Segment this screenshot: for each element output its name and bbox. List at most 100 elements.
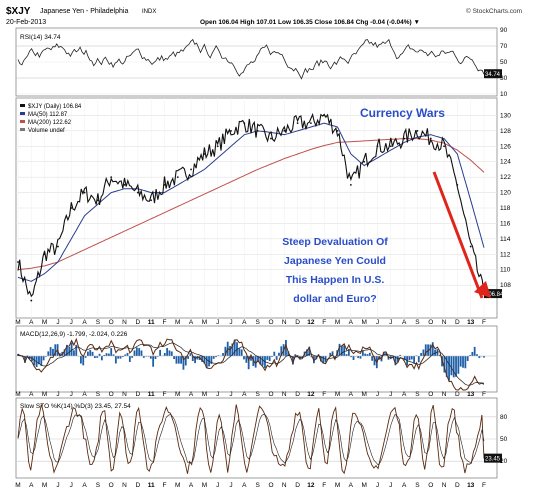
price-point [150,199,153,202]
x-tick-macd: J [229,391,232,398]
chart-date: 20-Feb-2013 [6,19,46,26]
price-point [416,129,419,132]
price-line [17,112,485,298]
x-tick-sto: J [229,482,232,489]
x-tick-price: O [268,319,273,326]
sto-last-box [484,453,502,463]
rsi-tick: 10 [500,91,508,98]
question-line: dollar and Euro? [293,293,376,305]
macd-bar [310,356,313,358]
rsi-tick: 30 [500,75,508,82]
x-tick-macd: M [42,391,47,398]
x-tick-sto: N [442,482,447,489]
macd-bar [345,354,348,356]
legend-swatch [20,112,25,115]
last-price-box [484,289,502,299]
macd-bar [82,356,85,366]
rsi-tick: 50 [500,59,508,66]
price-point [389,145,392,148]
macd-bar [175,356,178,364]
macd-bar [156,356,159,357]
devaluation-question: Steep Devaluation Of Japanese Yen Could Th… [282,236,388,305]
x-tick-sto: M [361,482,366,489]
x-tick-price: M [42,319,47,326]
x-tick-price: J [56,319,59,326]
macd-bar [191,356,194,362]
x-tick-sto: O [268,482,273,489]
x-tick-macd: O [428,391,433,398]
x-tick-macd: 13 [467,391,475,398]
price-points [17,114,485,302]
x-tick-sto: A [189,482,194,489]
macd-bar [457,356,460,374]
macd-bar [306,349,308,356]
macd-bar [445,356,448,378]
x-tick-sto: M [335,482,340,489]
x-axis-labels: MMMAAAMMMJJJJJJAAASSSOOONNNDDD111111FFFM… [15,319,486,489]
macd-bar [110,348,113,356]
x-tick-price: M [361,319,366,326]
x-tick-price: M [15,319,20,326]
trend-arrow-head [474,281,491,298]
x-tick-sto: M [15,482,20,489]
x-tick-macd: 11 [148,391,155,398]
macd-bar [152,356,155,367]
x-tick-price: A [402,319,407,326]
macd-bar [320,356,322,362]
macd-bar [203,356,206,364]
macd-bar [166,348,169,356]
macd-bar [40,356,43,366]
x-tick-price: A [189,319,194,326]
legend-swatch [20,128,25,131]
macd-bar [54,344,57,356]
x-tick-sto: S [96,482,101,489]
x-tick-sto: O [428,482,433,489]
macd-bar [93,356,96,359]
price-tick: 112 [500,251,511,258]
macd-bar [238,348,241,356]
price-tick: 108 [500,282,511,289]
x-tick-price: N [282,319,287,326]
x-tick-macd: J [56,391,59,398]
x-tick-price: M [175,319,180,326]
macd-bar [448,356,450,381]
x-tick-sto: 11 [148,482,155,489]
macd-bar [352,356,355,360]
x-tick-price: N [122,319,127,326]
x-tick-sto: J [216,482,219,489]
price-point [336,129,339,132]
macd-bar [476,354,478,356]
macd-bar [80,356,82,364]
macd-bar [331,351,334,356]
rsi-line [17,38,485,80]
macd-bar [52,348,54,356]
macd-bar [268,356,271,362]
x-tick-sto: F [482,482,486,489]
x-tick-price: D [295,319,300,326]
x-tick-price: S [415,319,420,326]
price-point [243,122,246,125]
x-tick-sto: M [202,482,207,489]
rsi-tick: 70 [500,43,508,50]
macd-bar [184,356,187,366]
x-tick-macd: A [29,391,34,398]
macd-bar [338,343,341,356]
macd-bar [124,354,127,356]
x-tick-macd: S [255,391,260,398]
price-point [70,207,73,209]
macd-bar [429,344,432,356]
macd-bar [112,354,115,356]
macd-bar [254,356,257,368]
macd-bar [473,346,476,356]
rsi-label: RSI(14) 34.74 [20,34,61,41]
x-tick-macd: M [335,391,340,398]
macd-bar [138,348,141,356]
macd-bar [294,354,297,356]
x-tick-macd: D [135,391,140,398]
macd-bar [96,356,99,358]
x-tick-price: M [202,319,207,326]
macd-bar [420,353,422,356]
x-tick-price: J [229,319,232,326]
macd-bar [413,356,415,364]
macd-bar [469,355,471,356]
